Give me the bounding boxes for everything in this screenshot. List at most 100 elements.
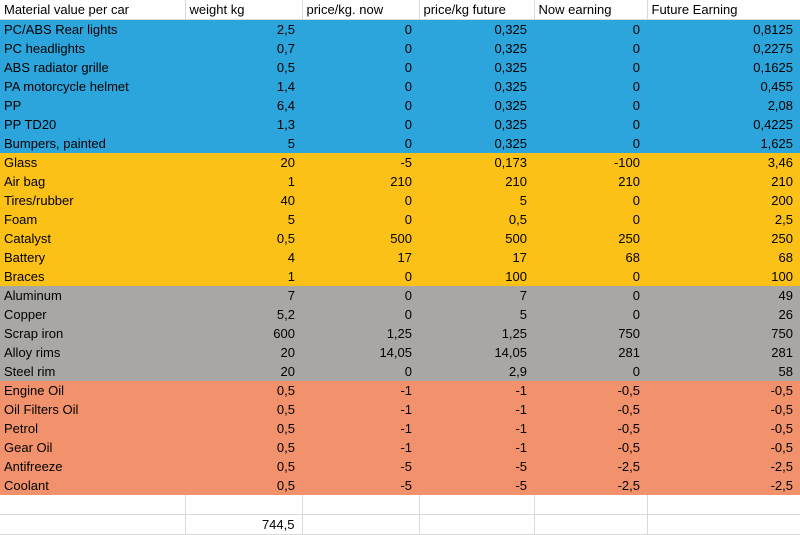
weight-cell[interactable]: 0,5 — [276, 459, 295, 474]
now-earning-cell[interactable]: -2,5 — [617, 478, 640, 493]
price-future-cell[interactable]: -1 — [515, 440, 527, 455]
empty-cell[interactable] — [647, 495, 800, 515]
material-label-cell[interactable]: Scrap iron — [4, 326, 64, 341]
now-earning-cell[interactable]: -2,5 — [617, 459, 640, 474]
future-earning-cell[interactable]: 0,455 — [760, 79, 793, 94]
price-future-cell[interactable]: 7 — [519, 288, 527, 303]
price-future-cell[interactable]: -5 — [515, 459, 527, 474]
future-earning-cell[interactable]: -2,5 — [770, 459, 793, 474]
price-now-cell[interactable]: 0 — [404, 22, 412, 37]
price-future-cell[interactable]: 0,325 — [494, 22, 527, 37]
now-earning-cell[interactable]: 0 — [632, 364, 640, 379]
price-future-cell[interactable]: 1,25 — [501, 326, 527, 341]
material-label-cell[interactable]: Foam — [4, 212, 38, 227]
empty-cell[interactable] — [0, 514, 186, 535]
price-now-cell[interactable]: 0 — [404, 79, 412, 94]
price-future-cell[interactable]: -1 — [515, 421, 527, 436]
material-label-cell[interactable]: Tires/rubber — [4, 193, 74, 208]
weight-cell[interactable]: 0,5 — [276, 440, 295, 455]
price-future-cell[interactable]: 0,325 — [494, 79, 527, 94]
weight-cell[interactable]: 0,7 — [276, 41, 295, 56]
material-label-cell[interactable]: PA motorcycle helmet — [4, 79, 129, 94]
price-now-cell[interactable]: 0 — [404, 41, 412, 56]
future-earning-cell[interactable]: 49 — [778, 288, 793, 303]
weight-cell[interactable]: 0,5 — [276, 231, 295, 246]
column-header-now-earning[interactable]: Now earning — [534, 0, 648, 20]
price-now-cell[interactable]: -1 — [400, 421, 412, 436]
price-future-cell[interactable]: 100 — [505, 269, 527, 284]
weight-cell[interactable]: 1,4 — [276, 79, 295, 94]
price-now-cell[interactable]: 14,05 — [379, 345, 412, 360]
weight-cell[interactable]: 4 — [287, 250, 295, 265]
price-future-cell[interactable]: 0,325 — [494, 117, 527, 132]
future-earning-cell[interactable]: 210 — [771, 174, 793, 189]
future-earning-cell[interactable]: 281 — [771, 345, 793, 360]
weight-cell[interactable]: 5,2 — [276, 307, 295, 322]
price-now-cell[interactable]: -1 — [400, 402, 412, 417]
price-future-cell[interactable]: 5 — [519, 193, 527, 208]
price-future-cell[interactable]: 5 — [519, 307, 527, 322]
price-future-cell[interactable]: -1 — [515, 402, 527, 417]
future-earning-cell[interactable]: 68 — [778, 250, 793, 265]
price-now-cell[interactable]: 1,25 — [386, 326, 412, 341]
future-earning-cell[interactable]: 3,46 — [767, 155, 793, 170]
price-now-cell[interactable]: -5 — [400, 459, 412, 474]
future-earning-cell[interactable]: 0,8125 — [753, 22, 793, 37]
future-earning-cell[interactable]: 26 — [778, 307, 793, 322]
price-future-cell[interactable]: 0,325 — [494, 60, 527, 75]
now-earning-cell[interactable]: 0 — [632, 60, 640, 75]
material-label-cell[interactable]: Glass — [4, 155, 38, 170]
price-future-cell[interactable]: -1 — [515, 383, 527, 398]
empty-cell[interactable] — [419, 495, 535, 515]
now-earning-cell[interactable]: 0 — [632, 79, 640, 94]
material-label-cell[interactable]: Antifreeze — [4, 459, 63, 474]
now-earning-cell[interactable]: 0 — [632, 41, 640, 56]
price-future-cell[interactable]: 2,9 — [508, 364, 527, 379]
material-label-cell[interactable]: PP TD20 — [4, 117, 57, 132]
material-label-cell[interactable]: Oil Filters Oil — [4, 402, 79, 417]
weight-cell[interactable]: 1 — [287, 269, 295, 284]
material-label-cell[interactable]: PC/ABS Rear lights — [4, 22, 118, 37]
empty-cell[interactable] — [185, 495, 303, 515]
now-earning-cell[interactable]: -0,5 — [617, 383, 640, 398]
column-header-price-future[interactable]: price/kg future — [419, 0, 535, 20]
empty-cell[interactable] — [419, 514, 535, 535]
material-label-cell[interactable]: Air bag — [4, 174, 46, 189]
future-earning-cell[interactable]: 250 — [771, 231, 793, 246]
now-earning-cell[interactable]: 0 — [632, 307, 640, 322]
future-earning-cell[interactable]: -0,5 — [770, 402, 793, 417]
now-earning-cell[interactable]: 0 — [632, 212, 640, 227]
future-earning-cell[interactable]: 1,625 — [760, 136, 793, 151]
empty-cell[interactable] — [534, 514, 648, 535]
price-future-cell[interactable]: 0,325 — [494, 136, 527, 151]
column-header-material[interactable]: Material value per car — [0, 0, 186, 20]
price-now-cell[interactable]: 0 — [404, 288, 412, 303]
material-label-cell[interactable]: Steel rim — [4, 364, 56, 379]
weight-cell[interactable]: 0,5 — [276, 383, 295, 398]
price-future-cell[interactable]: 14,05 — [494, 345, 527, 360]
price-future-cell[interactable]: 500 — [505, 231, 527, 246]
total-weight-cell[interactable]: 744,5 — [185, 514, 303, 535]
price-now-cell[interactable]: -1 — [400, 383, 412, 398]
material-label-cell[interactable]: Coolant — [4, 478, 49, 493]
material-label-cell[interactable]: Gear Oil — [4, 440, 53, 455]
weight-cell[interactable]: 0,5 — [276, 402, 295, 417]
weight-cell[interactable]: 0,5 — [276, 60, 295, 75]
material-label-cell[interactable]: PP — [4, 98, 22, 113]
now-earning-cell[interactable]: 0 — [632, 22, 640, 37]
price-now-cell[interactable]: 0 — [404, 193, 412, 208]
future-earning-cell[interactable]: 0,4225 — [753, 117, 793, 132]
future-earning-cell[interactable]: -0,5 — [770, 383, 793, 398]
column-header-future-earning[interactable]: Future Earning — [647, 0, 800, 20]
now-earning-cell[interactable]: 0 — [632, 269, 640, 284]
price-now-cell[interactable]: 17 — [397, 250, 412, 265]
price-future-cell[interactable]: 210 — [505, 174, 527, 189]
material-label-cell[interactable]: Catalyst — [4, 231, 51, 246]
weight-cell[interactable]: 20 — [280, 155, 295, 170]
material-label-cell[interactable]: Bumpers, painted — [4, 136, 106, 151]
material-label-cell[interactable]: Copper — [4, 307, 47, 322]
future-earning-cell[interactable]: 750 — [771, 326, 793, 341]
weight-cell[interactable]: 6,4 — [276, 98, 295, 113]
weight-cell[interactable]: 600 — [273, 326, 295, 341]
empty-cell[interactable] — [302, 495, 420, 515]
